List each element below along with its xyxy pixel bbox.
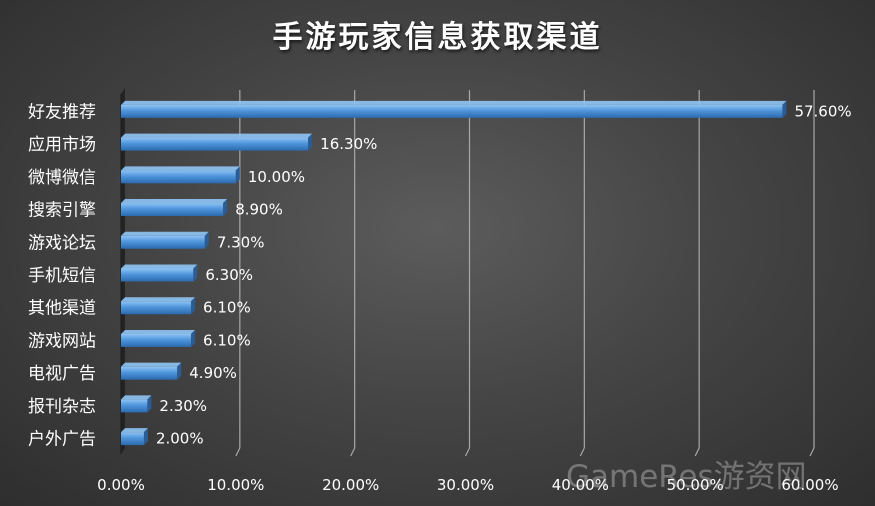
value-label: 2.00% [156, 430, 204, 448]
bar-top-face [121, 329, 196, 334]
bar-end-face [143, 428, 148, 446]
category-label: 搜索引擎 [28, 201, 96, 221]
bar [121, 268, 194, 282]
watermark-text: GameRes游资网 [566, 459, 807, 495]
bar-end-face [193, 264, 198, 282]
value-label: 8.90% [235, 201, 283, 219]
gridline-foot [809, 447, 815, 457]
x-tick-label: 0.00% [97, 476, 145, 494]
category-label: 电视广告 [28, 364, 96, 384]
bar-end-face [223, 199, 228, 217]
value-label: 6.10% [203, 331, 251, 349]
bar [121, 104, 783, 118]
category-label: 游戏论坛 [28, 233, 96, 253]
bar-end-face [147, 395, 152, 413]
bar [121, 137, 309, 151]
bar-top-face [121, 231, 209, 236]
bar-top-face [121, 428, 148, 433]
x-tick-label: 60.00% [781, 476, 838, 494]
bar-end-face [782, 100, 787, 118]
bar [121, 235, 205, 249]
labels: 0.00% 10.00% 20.00% 30.00% 40.00% 50.00% 60.00… [28, 102, 852, 494]
x-tick-label: 20.00% [322, 476, 379, 494]
bar-top-face [121, 264, 198, 269]
category-label: 报刊杂志 [28, 397, 96, 417]
bar [121, 333, 192, 347]
bar-top-face [121, 297, 196, 302]
bar [121, 366, 178, 380]
value-label: 6.10% [203, 299, 251, 317]
bar-top-face [121, 100, 787, 105]
category-label: 其他渠道 [28, 299, 96, 319]
bar [121, 203, 224, 217]
value-label: 16.30% [320, 135, 377, 153]
category-label: 应用市场 [28, 135, 96, 155]
bars [121, 100, 787, 446]
value-label: 10.00% [248, 168, 305, 186]
bar [121, 301, 192, 315]
value-label: 4.90% [189, 364, 237, 382]
bar-top-face [121, 166, 240, 171]
x-tick-label: 10.00% [207, 476, 264, 494]
bar-top-face [121, 362, 182, 367]
bar [121, 432, 144, 446]
bar-top-face [121, 395, 152, 400]
value-label: 7.30% [217, 233, 265, 251]
x-tick-label: 30.00% [437, 476, 494, 494]
category-label: 好友推荐 [28, 102, 96, 122]
category-label: 手机短信 [28, 266, 96, 286]
gridline-foot [350, 447, 356, 457]
bar-end-face [191, 329, 196, 347]
category-label: 游戏网站 [28, 331, 96, 351]
gridline-foot [694, 447, 700, 457]
chart-title: 手游玩家信息获取渠道 [272, 20, 603, 55]
bar-end-face [177, 362, 182, 380]
watermark: GameRes游资网 [566, 451, 866, 495]
value-label: 2.30% [159, 397, 207, 415]
gridline-foot [579, 447, 585, 457]
gridline-foot [464, 447, 471, 457]
bar [121, 399, 148, 413]
gridline-foot [235, 447, 241, 457]
x-tick-label: 50.00% [667, 476, 724, 494]
bar-top-face [121, 133, 313, 138]
category-label: 微博微信 [28, 168, 96, 188]
bar-end-face [235, 166, 240, 184]
value-label: 57.60% [794, 102, 851, 120]
bar-top-face [121, 199, 228, 204]
category-label: 户外广告 [28, 430, 96, 450]
value-label: 6.30% [205, 266, 253, 284]
bar-end-face [308, 133, 313, 151]
bar-end-face [204, 231, 209, 249]
bar-end-face [191, 297, 196, 315]
bar [121, 170, 236, 184]
x-tick-label: 40.00% [552, 476, 609, 494]
